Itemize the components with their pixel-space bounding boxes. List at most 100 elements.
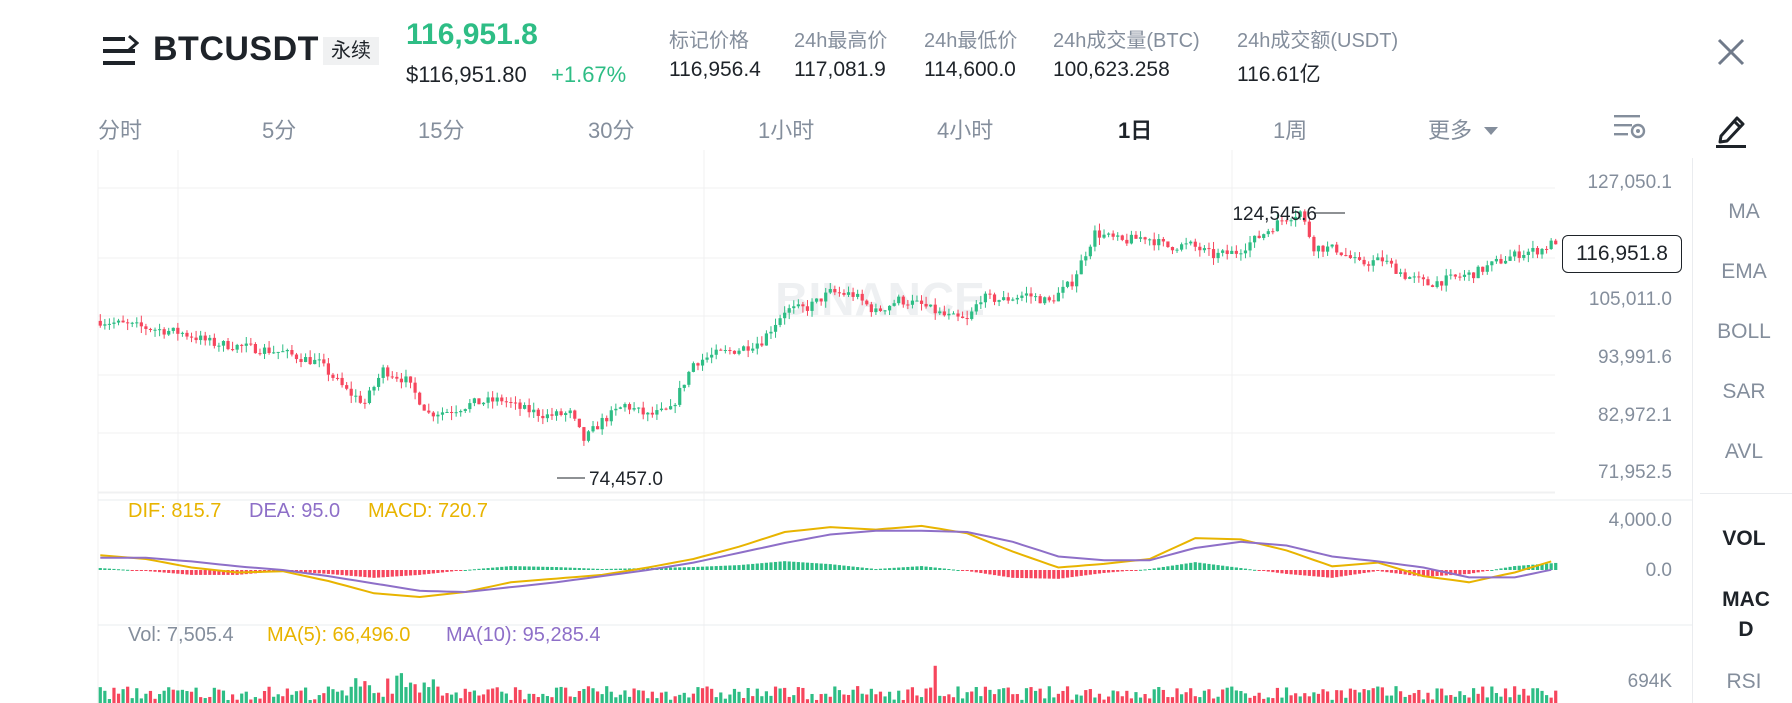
candle-body	[892, 303, 896, 306]
volume-bar	[714, 697, 718, 703]
volume-bar	[737, 691, 741, 703]
volume-bar	[112, 687, 116, 703]
candle-body	[732, 350, 737, 354]
macd-bar	[719, 565, 723, 570]
candle-body	[112, 322, 116, 324]
candle-body	[1202, 248, 1207, 251]
candle-body	[1376, 257, 1380, 261]
tab-more[interactable]: 更多	[1428, 113, 1499, 145]
volume-bar	[390, 693, 394, 703]
macd-bar	[1243, 568, 1248, 570]
macd-bar	[1312, 570, 1316, 577]
indicator-avl[interactable]: AVL	[1724, 440, 1764, 463]
macd-bar	[1385, 570, 1389, 573]
candle-body	[1207, 248, 1211, 250]
candle-body	[874, 308, 878, 313]
menu-icon[interactable]	[103, 34, 140, 68]
candle-body	[98, 320, 102, 326]
symbol-title[interactable]: BTCUSDT	[153, 30, 319, 68]
volume-bar	[139, 698, 143, 703]
candle-body	[901, 296, 905, 305]
macd-bar	[1266, 570, 1270, 572]
indicator-rsi[interactable]: RSI	[1726, 670, 1762, 693]
candle-body	[1234, 250, 1238, 254]
tab-1d[interactable]: 1日	[1118, 118, 1153, 143]
macd-bar	[135, 570, 139, 571]
tab-30m[interactable]: 30分	[588, 118, 635, 143]
volume-bar	[1549, 697, 1553, 703]
indicator-macd[interactable]: MACD	[1722, 588, 1770, 641]
macd-bar	[746, 564, 750, 570]
volume-bar	[144, 693, 148, 703]
candle-body	[1065, 281, 1070, 287]
candle-body	[577, 418, 581, 428]
macd-bar	[819, 563, 823, 570]
tab-4h[interactable]: 4小时	[937, 118, 994, 143]
macd-bar	[983, 570, 988, 574]
volume-bar	[1398, 691, 1403, 703]
candle-body	[646, 412, 650, 415]
price-axis-tick: 105,011.0	[1589, 289, 1672, 310]
candle-body	[1079, 260, 1083, 275]
price-axis-tick: 127,050.1	[1587, 172, 1672, 193]
chart-settings-icon[interactable]	[1612, 111, 1646, 141]
tab-time-line[interactable]: 分时	[98, 118, 143, 143]
volume-bar	[1271, 698, 1275, 703]
candle-body	[162, 329, 166, 335]
volume-bar	[874, 694, 878, 703]
volume-bar	[801, 687, 805, 703]
volume-bar	[641, 690, 645, 703]
volume-bar	[194, 687, 198, 703]
indicator-ema[interactable]: EMA	[1721, 260, 1767, 283]
stat-value-24h-turnover: 116.61亿	[1237, 63, 1321, 86]
volume-bar	[399, 673, 404, 703]
macd-bar	[1143, 569, 1147, 571]
close-icon[interactable]	[1713, 34, 1749, 70]
indicator-vol[interactable]: VOL	[1722, 527, 1766, 550]
macd-bar	[910, 566, 915, 570]
candle-body	[408, 376, 413, 383]
macd-bar	[1125, 570, 1129, 571]
volume-bar	[997, 689, 1001, 703]
macd-bar	[1120, 570, 1124, 572]
macd-bar	[103, 568, 107, 570]
macd-bar	[764, 562, 769, 570]
candle-body	[623, 404, 627, 408]
macd-bar	[1367, 570, 1371, 573]
volume-bar	[249, 699, 253, 703]
macd-bar	[942, 568, 946, 570]
candle-body	[878, 308, 883, 311]
volume-bar	[1175, 688, 1179, 703]
volume-bar	[691, 693, 696, 703]
candle-body	[1230, 250, 1234, 254]
candle-body	[454, 412, 458, 414]
candle-body	[1303, 211, 1307, 222]
legend-ma10: MA(10): 95,285.4	[446, 624, 601, 646]
draw-pen-icon[interactable]	[1713, 110, 1749, 150]
tab-1h[interactable]: 1小时	[758, 118, 815, 143]
macd-bar	[938, 568, 942, 570]
kline-chart[interactable]: BINANCE 127,050.1 105,011.0 93,991.6 82,972…	[0, 150, 1692, 703]
macd-bar	[696, 566, 700, 570]
tab-15m[interactable]: 15分	[418, 118, 465, 143]
caret-down-icon	[1484, 127, 1499, 135]
macd-bar	[340, 570, 344, 576]
candle-body	[1070, 281, 1074, 287]
indicator-ma[interactable]: MA	[1728, 200, 1760, 223]
macd-bar	[1476, 570, 1480, 573]
tab-1w[interactable]: 1周	[1273, 118, 1308, 143]
indicator-boll[interactable]: BOLL	[1717, 320, 1771, 343]
volume-bar	[614, 697, 618, 703]
macd-bar	[614, 568, 618, 570]
candle-body	[1056, 292, 1061, 302]
tab-5m[interactable]: 5分	[262, 118, 297, 143]
volume-bar	[1367, 690, 1371, 703]
legend-macd: MACD: 720.7	[368, 500, 489, 522]
macd-bar	[627, 568, 632, 570]
candle-body	[199, 335, 203, 341]
candle-body	[1289, 220, 1293, 222]
indicator-sar[interactable]: SAR	[1722, 380, 1766, 403]
candle-body	[974, 304, 978, 312]
watermark-text: BINANCE	[775, 273, 985, 325]
candle-body	[103, 324, 107, 326]
